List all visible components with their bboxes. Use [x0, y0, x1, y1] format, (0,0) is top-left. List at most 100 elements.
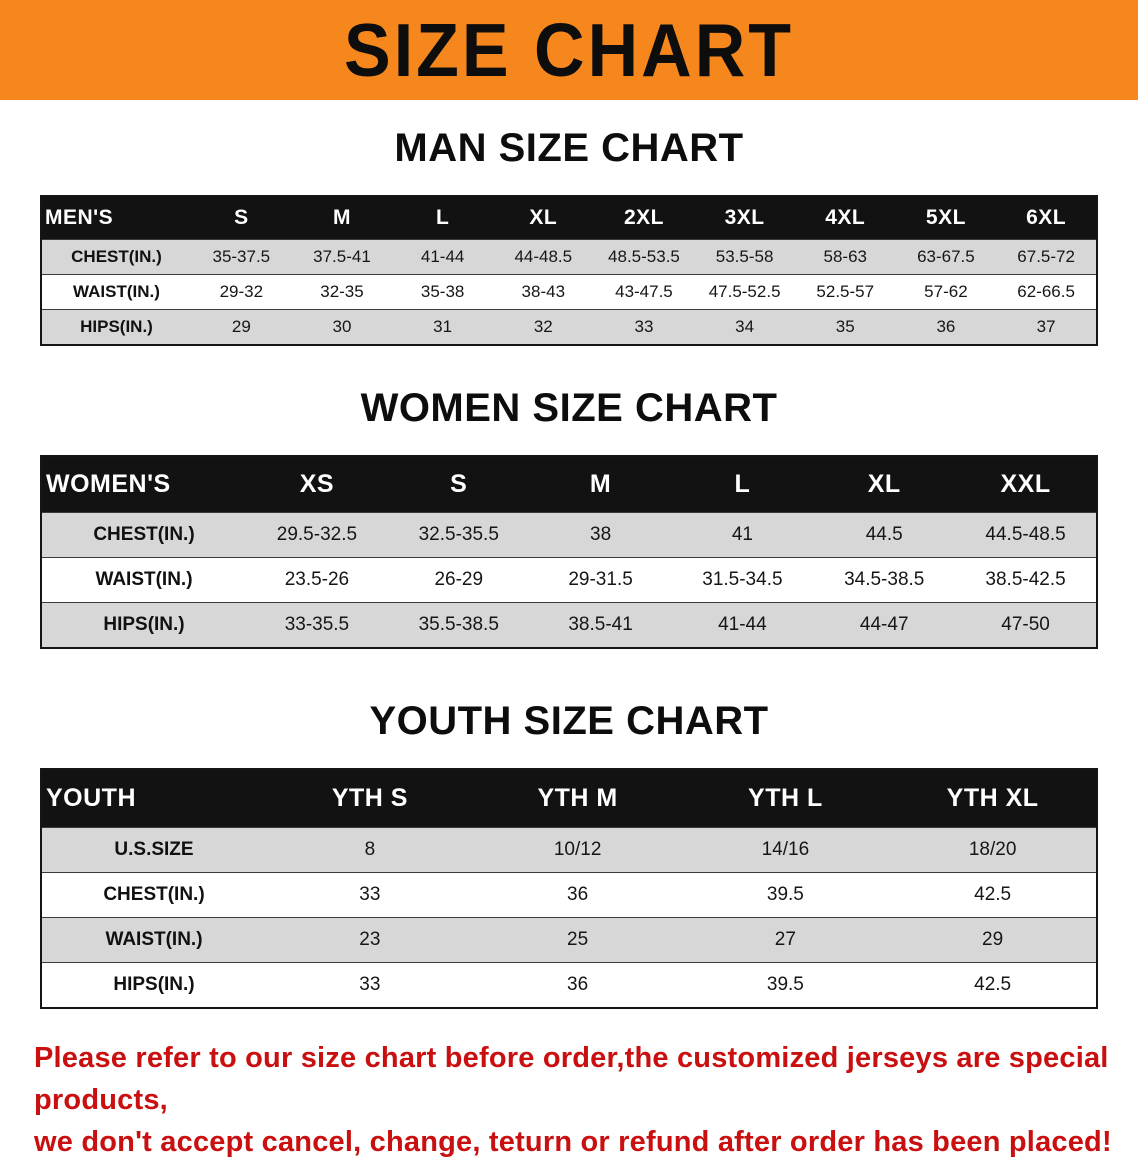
- size-value-cell: 38.5-41: [568, 614, 633, 635]
- row-label: WAIST(IN.): [105, 929, 203, 950]
- size-column-header: M: [529, 456, 672, 513]
- size-value-cell: 44-48.5: [514, 247, 573, 266]
- row-label: CHEST(IN.): [93, 524, 195, 545]
- row-label: HIPS(IN.): [113, 974, 195, 995]
- size-value-cell: 30: [332, 317, 352, 336]
- size-value-cell: 53.5-58: [715, 247, 774, 266]
- size-column-header: 6XL: [996, 196, 1097, 240]
- size-value-cell: 33: [359, 884, 381, 905]
- size-column-header: YTH XL: [889, 769, 1097, 828]
- size-value-cell: 29-31.5: [568, 569, 633, 590]
- row-label: WAIST(IN.): [95, 569, 193, 590]
- size-value-cell: 33: [634, 317, 654, 336]
- table-row: CHEST(IN.) 29.5-32.5 32.5-35.5 38 41 44.5 44.5…: [41, 512, 1097, 558]
- table-row: CHEST(IN.) 35-37.5 37.5-41 41-44 44-48.5 48.5…: [41, 239, 1097, 275]
- table-row: CHEST(IN.) 33 36 39.5 42.5: [41, 872, 1097, 918]
- size-value-cell: 35-38: [420, 282, 465, 301]
- size-column-header: L: [671, 456, 814, 513]
- size-value-cell: 34: [735, 317, 755, 336]
- size-value-cell: 23.5-26: [284, 569, 350, 590]
- size-value-cell: 10/12: [553, 839, 602, 860]
- table-row: U.S.SIZE 8 10/12 14/16 18/20: [41, 827, 1097, 873]
- size-value-cell: 44.5-48.5: [985, 524, 1066, 545]
- size-value-cell: 42.5: [974, 974, 1012, 995]
- size-value-cell: 37.5-41: [313, 247, 371, 266]
- size-value-cell: 41: [731, 524, 753, 545]
- size-value-cell: 35.5-38.5: [418, 614, 499, 635]
- size-column-header: XS: [246, 456, 388, 513]
- size-value-cell: 36: [567, 974, 589, 995]
- size-column-header: M: [291, 196, 393, 240]
- table-corner-label: MEN'S: [41, 196, 191, 240]
- size-value-cell: 32-35: [320, 282, 364, 301]
- size-column-header: YTH L: [681, 769, 890, 828]
- size-value-cell: 34.5-38.5: [844, 569, 925, 590]
- size-value-cell: 41-44: [718, 614, 767, 635]
- youth-size-table: YOUTH YTH S YTH M YTH L YTH XL U.S.SIZE 8 10/12…: [40, 768, 1098, 1009]
- size-value-cell: 42.5: [974, 884, 1012, 905]
- size-value-cell: 29-32: [219, 282, 264, 301]
- size-column-header: S: [387, 456, 530, 513]
- women-size-table: WOMEN'S XS S M L XL XXL CHEST(IN.) 29.5-32.5 32.5…: [40, 455, 1098, 649]
- size-value-cell: 38.5-42.5: [985, 569, 1066, 590]
- size-value-cell: 43-47.5: [615, 282, 673, 301]
- size-value-cell: 63-67.5: [917, 247, 975, 266]
- table-row: HIPS(IN.) 33-35.5 35.5-38.5 38.5-41 41-44 44-…: [41, 602, 1097, 648]
- women-section-title: WOMEN SIZE CHART: [360, 386, 778, 430]
- size-value-cell: 29: [231, 317, 251, 336]
- size-value-cell: 44-47: [859, 614, 909, 635]
- size-column-header: S: [191, 196, 292, 240]
- size-value-cell: 14/16: [761, 839, 810, 860]
- size-column-header: YTH M: [473, 769, 682, 828]
- header-row: MEN'S S M L XL 2XL 3XL 4XL 5XL 6XL: [41, 196, 1097, 240]
- size-value-cell: 35-37.5: [212, 247, 271, 266]
- row-label: CHEST(IN.): [71, 247, 162, 266]
- table-row: WAIST(IN.) 29-32 32-35 35-38 38-43 43-47.5 47.…: [41, 274, 1097, 310]
- row-label: HIPS(IN.): [80, 317, 153, 336]
- table-row: HIPS(IN.) 29 30 31 32 33 34 35 36 37: [41, 309, 1097, 345]
- size-column-header: L: [392, 196, 493, 240]
- row-label: HIPS(IN.): [103, 614, 185, 635]
- size-value-cell: 47.5-52.5: [708, 282, 781, 301]
- disclaimer-text: Please refer to our size chart before or…: [34, 1037, 1118, 1163]
- size-value-cell: 8: [364, 839, 376, 860]
- size-value-cell: 32: [533, 317, 553, 336]
- size-column-header: XL: [813, 456, 956, 513]
- table-corner-label: WOMEN'S: [41, 456, 246, 513]
- men-size-table: MEN'S S M L XL 2XL 3XL 4XL 5XL 6XL CHEST(IN.) 35-37…: [40, 195, 1098, 346]
- size-value-cell: 57-62: [924, 282, 968, 301]
- row-label: U.S.SIZE: [114, 839, 194, 860]
- size-value-cell: 29.5-32.5: [276, 524, 358, 545]
- size-value-cell: 26-29: [434, 569, 484, 590]
- size-column-header: 5XL: [895, 196, 997, 240]
- size-value-cell: 27: [774, 929, 796, 950]
- size-value-cell: 58-63: [823, 247, 867, 266]
- size-value-cell: 62-66.5: [1017, 282, 1075, 301]
- men-section-title: MAN SIZE CHART: [394, 126, 744, 170]
- size-value-cell: 32.5-35.5: [418, 524, 499, 545]
- size-value-cell: 36: [567, 884, 589, 905]
- row-label: CHEST(IN.): [103, 884, 205, 905]
- size-value-cell: 41-44: [420, 247, 465, 266]
- size-column-header: XL: [492, 196, 594, 240]
- size-value-cell: 39.5: [766, 974, 804, 995]
- size-value-cell: 23: [359, 929, 381, 950]
- size-value-cell: 31: [433, 317, 453, 336]
- size-value-cell: 39.5: [766, 884, 804, 905]
- size-column-header: 2XL: [593, 196, 695, 240]
- table-row: WAIST(IN.) 23 25 27 29: [41, 917, 1097, 963]
- size-value-cell: 37: [1036, 317, 1056, 336]
- size-column-header: 3XL: [694, 196, 795, 240]
- disclaimer-line-1: Please refer to our size chart before or…: [34, 1042, 1109, 1117]
- size-value-cell: 35: [835, 317, 855, 336]
- table-corner-label: YOUTH: [41, 769, 266, 828]
- size-value-cell: 47-50: [1001, 614, 1050, 635]
- size-value-cell: 33-35.5: [284, 614, 350, 635]
- header-row: WOMEN'S XS S M L XL XXL: [41, 456, 1097, 513]
- page-title: SIZE CHART: [344, 7, 794, 93]
- size-value-cell: 33: [359, 974, 381, 995]
- size-value-cell: 25: [567, 929, 589, 950]
- size-value-cell: 52.5-57: [816, 282, 875, 301]
- size-value-cell: 44.5: [865, 524, 903, 545]
- size-value-cell: 36: [936, 317, 956, 336]
